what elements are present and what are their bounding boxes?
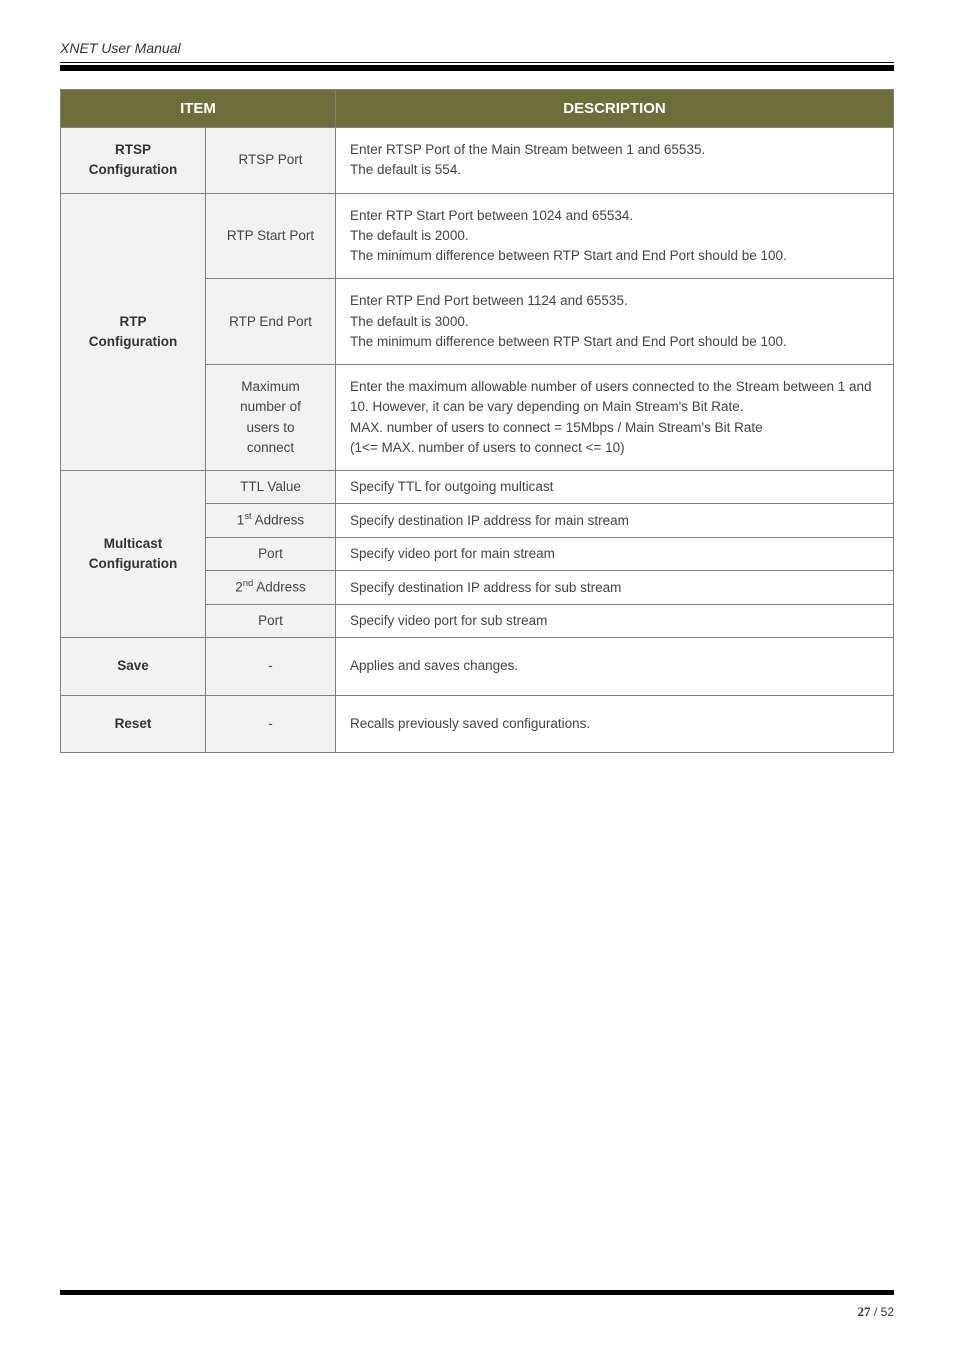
page-separator: / <box>871 1304 881 1319</box>
table-row: RTPConfiguration RTP Start Port Enter RT… <box>61 193 894 279</box>
page-header-title: XNET User Manual <box>60 40 894 56</box>
header-thick-bar <box>60 65 894 71</box>
table-row: RTSPConfiguration RTSP Port Enter RTSP P… <box>61 128 894 194</box>
desc-cell: Recalls previously saved configurations. <box>336 695 894 752</box>
category-reset: Reset <box>61 695 206 752</box>
category-rtsp: RTSPConfiguration <box>61 128 206 194</box>
param-cell: - <box>206 695 336 752</box>
col-header-item: ITEM <box>61 90 336 128</box>
footer-bar <box>60 1290 894 1295</box>
param-cell: Maximumnumber ofusers toconnect <box>206 365 336 471</box>
category-multicast: MulticastConfiguration <box>61 471 206 638</box>
desc-cell: Specify destination IP address for main … <box>336 504 894 538</box>
param-cell: TTL Value <box>206 471 336 504</box>
desc-cell: Specify video port for main stream <box>336 538 894 571</box>
desc-cell: Enter RTP End Port between 1124 and 6553… <box>336 279 894 365</box>
param-cell: RTP End Port <box>206 279 336 365</box>
desc-cell: Specify TTL for outgoing multicast <box>336 471 894 504</box>
page-number: 27 / 52 <box>858 1304 894 1320</box>
param-cell: 1st Address <box>206 504 336 538</box>
param-cell: 2nd Address <box>206 571 336 605</box>
desc-cell: Specify video port for sub stream <box>336 605 894 638</box>
desc-cell: Specify destination IP address for sub s… <box>336 571 894 605</box>
col-header-description: DESCRIPTION <box>336 90 894 128</box>
table-row: Reset - Recalls previously saved configu… <box>61 695 894 752</box>
param-cell: RTSP Port <box>206 128 336 194</box>
page-current: 27 <box>858 1304 871 1319</box>
desc-cell: Enter RTSP Port of the Main Stream betwe… <box>336 128 894 194</box>
param-cell: - <box>206 638 336 695</box>
category-rtp: RTPConfiguration <box>61 193 206 471</box>
page-total: 52 <box>881 1305 894 1319</box>
table-row: MulticastConfiguration TTL Value Specify… <box>61 471 894 504</box>
header-thin-line <box>60 62 894 63</box>
desc-cell: Enter the maximum allowable number of us… <box>336 365 894 471</box>
param-cell: Port <box>206 538 336 571</box>
param-cell: Port <box>206 605 336 638</box>
desc-cell: Applies and saves changes. <box>336 638 894 695</box>
desc-cell: Enter RTP Start Port between 1024 and 65… <box>336 193 894 279</box>
category-save: Save <box>61 638 206 695</box>
param-cell: RTP Start Port <box>206 193 336 279</box>
config-table: ITEM DESCRIPTION RTSPConfiguration RTSP … <box>60 89 894 753</box>
table-row: Save - Applies and saves changes. <box>61 638 894 695</box>
